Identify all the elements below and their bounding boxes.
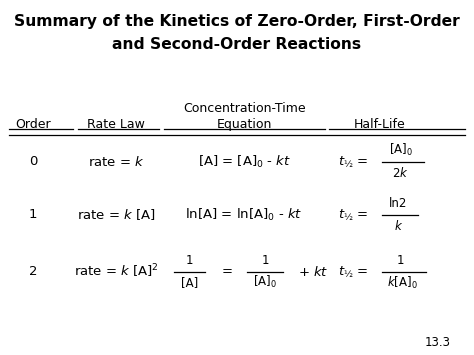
Text: Concentration-Time: Concentration-Time (183, 102, 305, 115)
Text: Summary of the Kinetics of Zero-Order, First-Order: Summary of the Kinetics of Zero-Order, F… (14, 14, 460, 29)
Text: 2$k$: 2$k$ (392, 166, 409, 180)
Text: [A]: [A] (181, 276, 198, 289)
Text: Order: Order (15, 119, 51, 131)
Text: Rate Law: Rate Law (87, 119, 145, 131)
Text: + $kt$: + $kt$ (298, 264, 328, 279)
Text: $t_{½}$ =: $t_{½}$ = (338, 264, 368, 279)
Text: and Second-Order Reactions: and Second-Order Reactions (112, 37, 362, 52)
Text: [A]$_0$: [A]$_0$ (389, 142, 412, 158)
Text: [A]$_0$: [A]$_0$ (254, 274, 277, 290)
Text: 2: 2 (29, 265, 37, 278)
Text: 0: 0 (29, 155, 37, 168)
Text: ln[A] = ln[A]$_0$ - $kt$: ln[A] = ln[A]$_0$ - $kt$ (185, 207, 303, 223)
Text: $t_{½}$ =: $t_{½}$ = (338, 154, 368, 169)
Text: ln2: ln2 (389, 197, 407, 210)
Text: 1: 1 (397, 254, 404, 267)
Text: $k$[A]$_0$: $k$[A]$_0$ (387, 275, 417, 291)
Text: =: = (222, 265, 233, 278)
Text: 1: 1 (262, 255, 269, 267)
Text: Half-Life: Half-Life (353, 119, 405, 131)
Text: 13.3: 13.3 (424, 336, 450, 349)
Text: rate = $k$ [A]$^{2}$: rate = $k$ [A]$^{2}$ (74, 263, 158, 280)
Text: [A] = [A]$_0$ - $kt$: [A] = [A]$_0$ - $kt$ (198, 153, 291, 170)
Text: Equation: Equation (217, 119, 272, 131)
Text: 1: 1 (29, 208, 37, 221)
Text: 1: 1 (186, 255, 193, 267)
Text: rate = $k$: rate = $k$ (88, 154, 145, 169)
Text: $k$: $k$ (393, 219, 403, 233)
Text: $t_{½}$ =: $t_{½}$ = (338, 207, 368, 222)
Text: rate = $k$ [A]: rate = $k$ [A] (77, 207, 155, 222)
